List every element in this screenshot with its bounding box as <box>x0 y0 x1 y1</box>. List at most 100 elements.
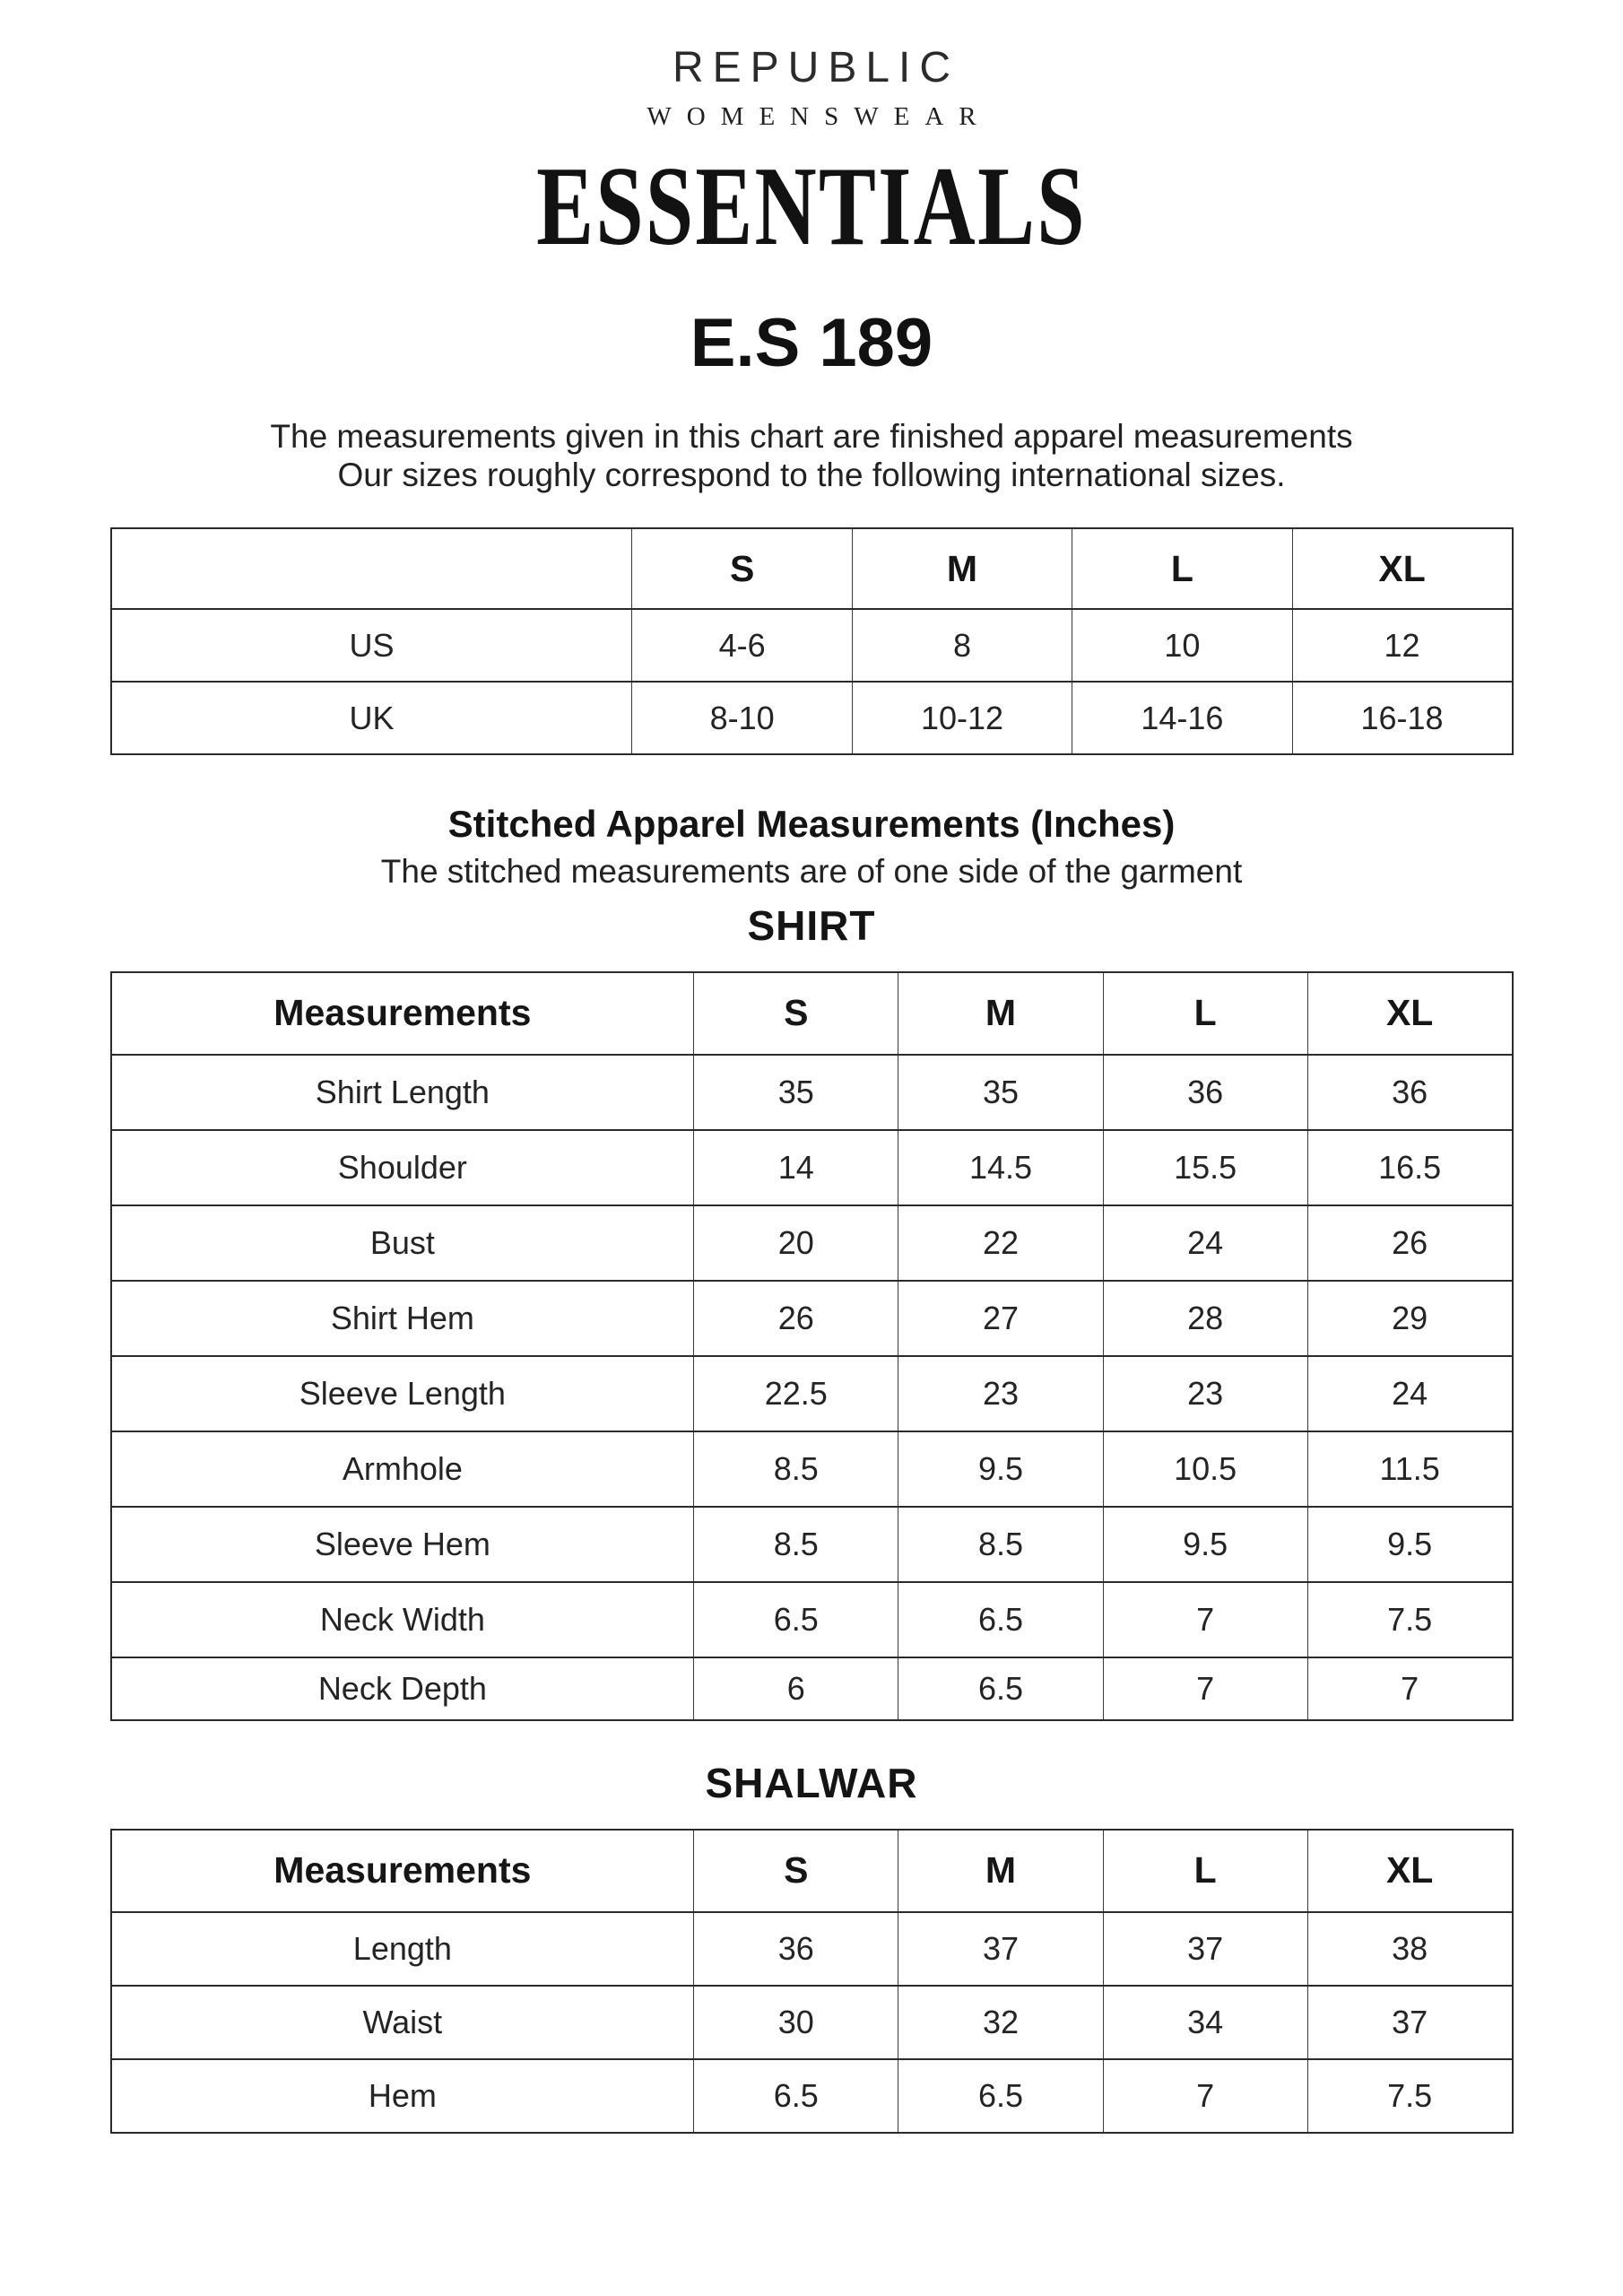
table-row: Bust 20 22 24 26 <box>109 1204 1514 1282</box>
size-value: 12 <box>1291 608 1514 683</box>
size-value: 26 <box>693 1279 899 1357</box>
measurement-label: Hem <box>109 2057 695 2134</box>
table-row: Armhole 8.5 9.5 10.5 11.5 <box>109 1430 1514 1508</box>
size-column-header: XL <box>1306 1828 1514 1913</box>
size-value: 37 <box>1102 1910 1308 1987</box>
table-row: Sleeve Length 22.5 23 23 24 <box>109 1354 1514 1432</box>
table-row: Shirt Hem 26 27 28 29 <box>109 1279 1514 1357</box>
size-column-header: S <box>631 527 853 610</box>
measurement-label: Length <box>109 1910 695 1987</box>
shalwar-measurements-table: Measurements S M L XL Length 36 37 37 38… <box>109 1828 1514 2134</box>
product-code: E.S 189 <box>690 304 933 381</box>
measurement-label: Shirt Hem <box>109 1279 695 1357</box>
size-value: 15.5 <box>1102 1128 1308 1206</box>
table-header-row: Measurements S M L XL <box>109 970 1514 1056</box>
size-value: 36 <box>693 1910 899 1987</box>
table-row: Sleeve Hem 8.5 8.5 9.5 9.5 <box>109 1505 1514 1583</box>
measurement-label: Armhole <box>109 1430 695 1508</box>
size-value: 4-6 <box>631 608 853 683</box>
size-column-header: XL <box>1291 527 1514 610</box>
shalwar-section-title: SHALWAR <box>705 1759 918 1806</box>
table-row: Length 36 37 37 38 <box>109 1910 1514 1987</box>
size-value: 22.5 <box>693 1354 899 1432</box>
measurement-label: Sleeve Hem <box>109 1505 695 1583</box>
measurement-label: Shirt Length <box>109 1053 695 1131</box>
size-value: 8.5 <box>898 1505 1104 1583</box>
table-header-row: Measurements S M L XL <box>109 1828 1514 1913</box>
table-row: Hem 6.5 6.5 7 7.5 <box>109 2057 1514 2134</box>
table-row: UK 8-10 10-12 14-16 16-18 <box>109 681 1514 755</box>
size-value: 22 <box>898 1204 1104 1282</box>
brand-subname: WOMENSWEAR <box>647 102 992 131</box>
size-value: 26 <box>1306 1204 1514 1282</box>
size-value: 36 <box>1306 1053 1514 1131</box>
size-value: 8-10 <box>631 681 853 755</box>
size-value: 10 <box>1072 608 1293 683</box>
size-value: 9.5 <box>898 1430 1104 1508</box>
size-value: 6.5 <box>693 1580 899 1658</box>
size-value: 7.5 <box>1306 2057 1514 2134</box>
size-value: 35 <box>693 1053 899 1131</box>
size-value: 32 <box>898 1984 1104 2060</box>
size-value: 6.5 <box>898 2057 1104 2134</box>
size-value: 14 <box>693 1128 899 1206</box>
measurement-label: Shoulder <box>109 1128 695 1206</box>
size-value: 35 <box>898 1053 1104 1131</box>
size-value: 14.5 <box>898 1128 1104 1206</box>
table-row: Shirt Length 35 35 36 36 <box>109 1053 1514 1131</box>
size-value: 8.5 <box>693 1430 899 1508</box>
size-value: 14-16 <box>1072 681 1293 755</box>
size-column-header: M <box>898 1828 1104 1913</box>
size-value: 30 <box>693 1984 899 2060</box>
stitched-section-title: Stitched Apparel Measurements (Inches) <box>447 803 1176 845</box>
size-value: 23 <box>898 1354 1104 1432</box>
table-row: Waist 30 32 34 37 <box>109 1984 1514 2060</box>
table-row: Shoulder 14 14.5 15.5 16.5 <box>109 1128 1514 1206</box>
size-column-header: S <box>693 970 899 1056</box>
size-value: 6.5 <box>898 1656 1104 1721</box>
size-value: 36 <box>1102 1053 1308 1131</box>
size-value: 37 <box>1306 1984 1514 2060</box>
region-label: US <box>109 608 633 683</box>
shirt-section-title: SHIRT <box>747 901 876 949</box>
size-value: 7 <box>1102 1580 1308 1658</box>
intro-paragraph: The measurements given in this chart are… <box>0 417 1623 495</box>
measurement-label: Neck Depth <box>109 1656 695 1721</box>
size-value: 6.5 <box>693 2057 899 2134</box>
measurement-label: Waist <box>109 1984 695 2060</box>
table-header-row: S M L XL <box>109 527 1514 610</box>
collection-title: ESSENTIALS <box>536 144 1087 269</box>
intro-line-1: The measurements given in this chart are… <box>270 417 1353 455</box>
measurements-column-header: Measurements <box>109 1828 695 1913</box>
size-column-header: L <box>1102 1828 1308 1913</box>
size-value: 28 <box>1102 1279 1308 1357</box>
brand-name: REPUBLIC <box>672 44 960 91</box>
size-column-header: M <box>898 970 1104 1056</box>
size-value: 34 <box>1102 1984 1308 2060</box>
size-value: 7 <box>1102 2057 1308 2134</box>
size-value: 10-12 <box>851 681 1073 755</box>
size-column-header: S <box>693 1828 899 1913</box>
region-label: UK <box>109 681 633 755</box>
table-row: Neck Width 6.5 6.5 7 7.5 <box>109 1580 1514 1658</box>
size-value: 37 <box>898 1910 1104 1987</box>
size-value: 16.5 <box>1306 1128 1514 1206</box>
international-sizes-table: S M L XL US 4-6 8 10 12 UK 8-10 10-12 14… <box>109 527 1514 755</box>
size-value: 38 <box>1306 1910 1514 1987</box>
measurement-label: Sleeve Length <box>109 1354 695 1432</box>
size-value: 7 <box>1306 1656 1514 1721</box>
size-value: 24 <box>1306 1354 1514 1432</box>
measurement-label: Bust <box>109 1204 695 1282</box>
size-value: 24 <box>1102 1204 1308 1282</box>
size-value: 9.5 <box>1306 1505 1514 1583</box>
table-row: Neck Depth 6 6.5 7 7 <box>109 1656 1514 1721</box>
corner-cell <box>109 527 633 610</box>
size-value: 23 <box>1102 1354 1308 1432</box>
size-column-header: M <box>851 527 1073 610</box>
size-column-header: L <box>1072 527 1293 610</box>
size-value: 29 <box>1306 1279 1514 1357</box>
size-value: 8.5 <box>693 1505 899 1583</box>
size-chart-document: REPUBLIC WOMENSWEAR ESSENTIALS E.S 189 T… <box>0 44 1623 2134</box>
shirt-measurements-table: Measurements S M L XL Shirt Length 35 35… <box>109 970 1514 1721</box>
size-value: 27 <box>898 1279 1104 1357</box>
